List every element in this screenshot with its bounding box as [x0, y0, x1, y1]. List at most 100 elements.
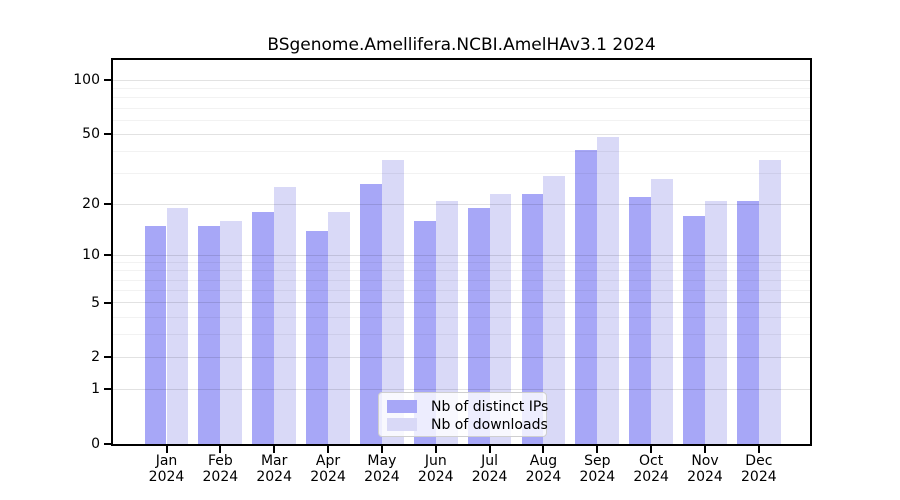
bar-distinct-ips-dec [736, 200, 759, 444]
x-tick-year: 2024 [633, 469, 669, 485]
x-tick [327, 446, 330, 453]
y-tick-label: 100 [73, 72, 100, 89]
y-tick [104, 254, 111, 257]
major-gridline [113, 388, 810, 390]
y-tick [104, 301, 111, 304]
minor-gridline [113, 119, 810, 121]
bar-downloads-jun [435, 200, 458, 444]
minor-gridline [113, 173, 810, 175]
y-tick-label: 2 [91, 349, 100, 366]
bar-distinct-ips-jan [144, 225, 167, 444]
minor-gridline [113, 279, 810, 281]
bar-distinct-ips-oct [629, 197, 652, 444]
minor-gridline [113, 262, 810, 264]
x-tick-label: Jan 2024 [135, 453, 199, 485]
x-tick-year: 2024 [148, 469, 185, 485]
major-gridline [113, 203, 810, 205]
y-tick [104, 388, 111, 391]
x-tick-month: Nov [691, 453, 719, 469]
bar-downloads-aug [543, 176, 566, 444]
x-tick-label: Jul 2024 [458, 453, 522, 485]
x-tick-year: 2024 [687, 469, 723, 485]
plot-area-inner [113, 60, 810, 444]
x-tick [704, 446, 706, 453]
x-tick-month: Apr [315, 453, 341, 469]
legend-label: Nb of distinct IPs [431, 398, 549, 415]
legend: Nb of distinct IPs Nb of downloads [378, 392, 549, 437]
x-tick-label: May 2024 [350, 453, 414, 485]
x-tick-year: 2024 [525, 469, 562, 485]
bar-downloads-mar [274, 187, 297, 444]
bar-downloads-may [381, 159, 404, 444]
x-tick-month: Aug [529, 453, 558, 469]
minor-gridline [113, 97, 810, 99]
x-tick-label: Feb 2024 [188, 453, 252, 485]
x-tick [219, 446, 222, 453]
y-tick [104, 79, 111, 82]
bar-distinct-ips-nov [683, 216, 705, 444]
x-tick [434, 446, 437, 453]
legend-label: Nb of downloads [431, 416, 548, 433]
legend-item: Nb of downloads [387, 416, 548, 433]
x-tick [650, 446, 653, 453]
bar-downloads-sep [597, 137, 620, 444]
x-tick-year: 2024 [417, 469, 454, 485]
x-tick [596, 446, 599, 453]
chart-title: BSgenome.Amellifera.NCBI.AmelHAv3.1 2024 [267, 35, 656, 55]
bar-downloads-apr [328, 212, 350, 444]
x-tick-label: Dec 2024 [727, 453, 791, 485]
y-tick-label: 0 [91, 436, 100, 452]
legend-item: Nb of distinct IPs [387, 398, 549, 415]
bar-downloads-feb [220, 220, 243, 444]
minor-gridline [113, 270, 810, 272]
x-tick-label: Jun 2024 [404, 453, 468, 485]
bar-distinct-ips-feb [198, 225, 221, 444]
x-tick [542, 446, 545, 453]
bar-downloads-nov [705, 200, 727, 444]
bar-distinct-ips-aug [521, 193, 544, 444]
minor-gridline [113, 88, 810, 90]
x-tick-label: Sep 2024 [565, 453, 629, 485]
x-tick [380, 446, 383, 453]
minor-gridline [113, 150, 810, 152]
bar-downloads-jan [166, 208, 189, 444]
y-tick [104, 443, 111, 445]
x-tick-label: Nov 2024 [673, 453, 737, 485]
legend-swatch-distinct-ips [387, 400, 417, 413]
major-gridline [113, 79, 810, 81]
bar-downloads-oct [651, 178, 674, 444]
y-tick-label: 5 [91, 294, 100, 311]
bar-downloads-dec [758, 159, 781, 444]
x-tick-year: 2024 [579, 469, 616, 485]
major-gridline [113, 356, 810, 358]
bar-distinct-ips-apr [306, 230, 329, 444]
x-tick-label: Mar 2024 [242, 453, 306, 485]
x-tick-month: Jun [424, 453, 447, 469]
minor-gridline [113, 290, 810, 292]
x-tick-year: 2024 [256, 469, 292, 485]
x-tick-month: May [367, 453, 397, 469]
bar-downloads-jul [489, 193, 512, 444]
x-tick [273, 446, 276, 453]
bar-distinct-ips-jul [467, 208, 490, 444]
legend-swatch-downloads [387, 418, 417, 431]
y-tick [104, 356, 111, 359]
major-gridline [113, 133, 810, 135]
y-tick [104, 203, 111, 206]
x-tick-label: Apr 2024 [296, 453, 360, 485]
bar-distinct-ips-sep [575, 149, 598, 444]
x-tick-month: Mar [260, 453, 288, 469]
x-tick-label: Aug 2024 [511, 453, 575, 485]
minor-gridline [113, 107, 810, 109]
y-tick [104, 133, 111, 136]
y-tick-label: 20 [82, 196, 100, 213]
major-gridline [113, 254, 810, 256]
x-tick-month: Feb [207, 453, 233, 469]
x-tick-year: 2024 [310, 469, 346, 485]
bar-distinct-ips-jun [413, 220, 436, 444]
x-tick-year: 2024 [471, 469, 508, 485]
x-tick [488, 446, 491, 453]
y-tick-label: 50 [82, 126, 100, 143]
bar-distinct-ips-mar [252, 212, 275, 444]
